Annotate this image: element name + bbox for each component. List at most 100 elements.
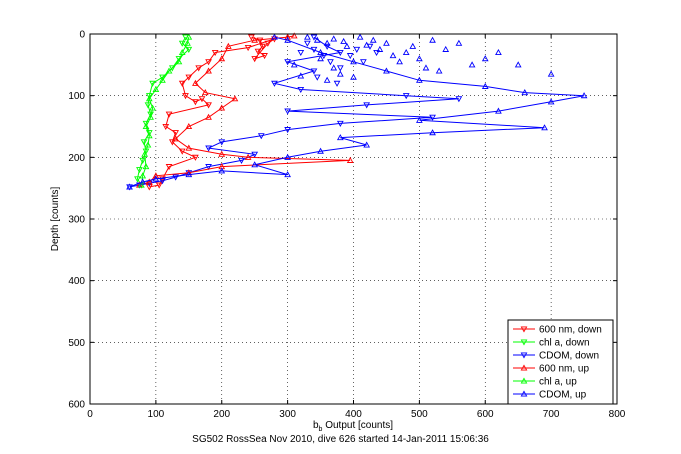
y-tick-label: 0 bbox=[79, 30, 85, 41]
data-point bbox=[468, 61, 476, 68]
data-point bbox=[165, 67, 173, 74]
data-point bbox=[142, 122, 150, 130]
legend-label: 600 nm, down bbox=[539, 325, 602, 336]
data-point bbox=[429, 114, 436, 121]
x-tick-label: 800 bbox=[609, 409, 626, 420]
data-point bbox=[159, 74, 166, 81]
data-point bbox=[284, 59, 291, 66]
data-point bbox=[422, 64, 430, 71]
data-point bbox=[580, 92, 588, 99]
data-point bbox=[184, 39, 191, 46]
data-point bbox=[284, 127, 291, 134]
data-point bbox=[313, 74, 321, 81]
data-point bbox=[396, 58, 403, 65]
data-point bbox=[455, 96, 463, 103]
data-point bbox=[383, 67, 390, 74]
data-point bbox=[416, 116, 423, 123]
legend-marker bbox=[520, 339, 528, 346]
data-point bbox=[297, 49, 305, 57]
legend-marker bbox=[520, 352, 528, 359]
data-point bbox=[284, 153, 291, 160]
cdom-scatter bbox=[290, 33, 555, 87]
data-point bbox=[317, 147, 324, 154]
legend-marker bbox=[520, 364, 528, 371]
data-point bbox=[147, 111, 154, 118]
data-point bbox=[178, 148, 186, 155]
x-tick-label: 200 bbox=[213, 409, 230, 420]
legend-label: chl a, up bbox=[539, 377, 577, 388]
data-point bbox=[297, 86, 305, 94]
x-axis-label-sub: b bbox=[319, 426, 323, 433]
data-point bbox=[350, 73, 357, 80]
series-layer bbox=[126, 32, 588, 191]
data-point bbox=[369, 36, 377, 43]
data-point bbox=[330, 35, 338, 42]
data-point bbox=[162, 123, 170, 131]
data-point bbox=[145, 132, 153, 139]
data-point bbox=[284, 108, 291, 115]
data-point bbox=[481, 55, 489, 62]
data-point bbox=[165, 164, 173, 171]
x-tick-label: 600 bbox=[477, 409, 494, 420]
data-point bbox=[340, 37, 347, 44]
data-point bbox=[126, 183, 133, 190]
x-axis-label-main: b bbox=[313, 420, 319, 431]
data-point bbox=[541, 124, 548, 131]
data-point bbox=[336, 120, 344, 127]
series-5 bbox=[126, 33, 588, 190]
data-point bbox=[336, 65, 344, 72]
data-point bbox=[139, 178, 147, 185]
data-point bbox=[271, 80, 278, 87]
data-point bbox=[244, 45, 252, 52]
data-point bbox=[317, 48, 324, 56]
data-point bbox=[442, 45, 450, 52]
data-point bbox=[144, 102, 152, 109]
data-point bbox=[224, 42, 232, 49]
data-point bbox=[251, 36, 259, 43]
y-tick-label: 400 bbox=[68, 276, 85, 287]
y-tick-labels: 0 100 200 300 400 500 600 bbox=[68, 30, 85, 411]
data-point bbox=[261, 53, 268, 60]
data-point bbox=[346, 53, 354, 60]
data-point bbox=[409, 42, 417, 49]
y-tick-label: 300 bbox=[68, 215, 85, 226]
data-point bbox=[140, 139, 148, 146]
y-tick-label: 600 bbox=[68, 400, 85, 411]
data-point bbox=[521, 89, 529, 96]
data-point bbox=[149, 80, 156, 87]
data-point bbox=[149, 104, 156, 111]
data-point bbox=[168, 65, 176, 72]
data-point bbox=[330, 64, 338, 71]
data-point bbox=[192, 79, 199, 86]
data-point bbox=[346, 156, 354, 163]
data-point bbox=[547, 70, 555, 77]
data-point bbox=[159, 176, 166, 183]
data-point bbox=[218, 167, 226, 174]
data-point bbox=[172, 174, 180, 181]
series-line bbox=[149, 36, 275, 188]
data-point bbox=[455, 39, 463, 46]
data-point bbox=[353, 46, 361, 53]
legend-marker bbox=[520, 326, 528, 333]
data-point bbox=[333, 80, 341, 87]
data-point bbox=[416, 76, 423, 83]
data-point bbox=[402, 93, 410, 100]
figure-caption: SG502 RossSea Nov 2010, dive 626 started… bbox=[192, 434, 489, 445]
data-point bbox=[205, 67, 212, 74]
data-point bbox=[145, 95, 153, 102]
data-point bbox=[205, 102, 212, 109]
data-point bbox=[495, 107, 502, 114]
data-point bbox=[172, 135, 180, 142]
data-point bbox=[185, 122, 193, 130]
data-point bbox=[495, 48, 502, 56]
data-point bbox=[142, 163, 150, 170]
data-point bbox=[514, 61, 522, 68]
data-point bbox=[238, 157, 245, 164]
data-point bbox=[145, 184, 153, 191]
data-point bbox=[251, 161, 259, 168]
data-point bbox=[218, 150, 226, 157]
data-point bbox=[172, 130, 180, 137]
data-point bbox=[218, 104, 226, 111]
data-point bbox=[310, 46, 318, 53]
